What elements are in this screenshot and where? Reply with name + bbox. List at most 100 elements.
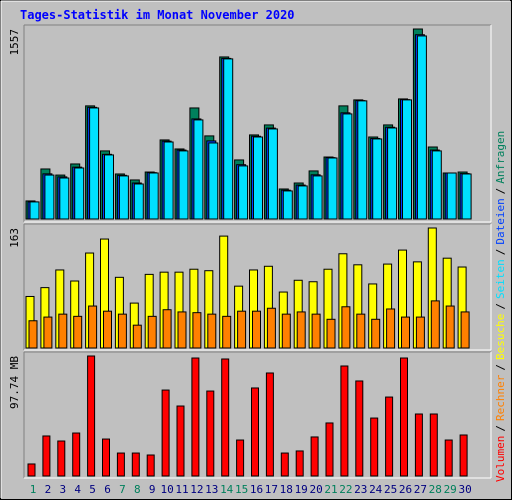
legend-entry: Seiten xyxy=(494,259,507,299)
bar xyxy=(103,310,112,349)
bar xyxy=(161,389,170,477)
x-tick-label: 23 xyxy=(354,483,367,496)
legend: Volumen / Rechner / Besuche / Seiten / Dateien / A… xyxy=(494,131,507,482)
bar xyxy=(297,185,308,220)
bar xyxy=(87,355,96,477)
x-tick-label: 21 xyxy=(324,483,337,496)
bar xyxy=(282,190,293,220)
bar xyxy=(446,172,457,220)
x-tick-label: 7 xyxy=(119,483,126,496)
bar xyxy=(386,308,396,349)
bar xyxy=(191,357,200,477)
x-tick-label: 22 xyxy=(339,483,352,496)
bar xyxy=(43,316,53,349)
x-tick-label: 13 xyxy=(205,483,218,496)
x-tick-label: 1 xyxy=(30,483,37,496)
bar xyxy=(310,436,319,477)
bar xyxy=(251,387,259,477)
x-tick-label: 5 xyxy=(89,483,96,496)
bar xyxy=(400,357,408,477)
x-tick-label: 12 xyxy=(190,483,203,496)
bar xyxy=(280,452,289,477)
bar xyxy=(147,315,157,349)
legend-separator: / xyxy=(494,425,507,432)
bar xyxy=(445,305,455,349)
x-tick-label: 6 xyxy=(104,483,111,496)
legend-entry: Rechner xyxy=(494,374,507,421)
bar xyxy=(356,313,366,349)
x-tick-label: 20 xyxy=(309,483,322,496)
bar xyxy=(117,313,127,349)
x-tick-label: 3 xyxy=(59,483,66,496)
x-tick-label: 15 xyxy=(235,483,248,496)
bar xyxy=(326,318,336,349)
x-tick-label: 14 xyxy=(220,483,234,496)
bar xyxy=(372,138,383,220)
bar xyxy=(89,107,100,220)
x-tick-label: 24 xyxy=(369,483,383,496)
bar xyxy=(208,142,219,220)
bar xyxy=(29,201,40,220)
bar xyxy=(58,313,68,349)
x-tick-label: 30 xyxy=(458,483,471,496)
legend-entry: Besuche xyxy=(494,314,507,360)
bar xyxy=(444,439,453,477)
bar xyxy=(162,309,172,349)
legend-entry: Dateien xyxy=(494,198,507,244)
bar xyxy=(148,172,159,220)
bar xyxy=(102,438,110,477)
bar xyxy=(460,311,470,349)
bar xyxy=(357,100,368,220)
bar xyxy=(88,305,98,349)
x-tick-label: 4 xyxy=(74,483,81,496)
x-tick-label: 8 xyxy=(134,483,141,496)
bar xyxy=(327,157,338,220)
bar xyxy=(430,300,440,349)
bar xyxy=(104,154,114,220)
bar xyxy=(176,405,185,477)
bar xyxy=(42,435,51,477)
bar xyxy=(221,358,230,477)
bar xyxy=(385,396,394,477)
x-tick-label: 29 xyxy=(444,483,457,496)
bar xyxy=(72,432,81,477)
bar xyxy=(266,307,276,349)
x-tick-label: 19 xyxy=(295,483,308,496)
bar xyxy=(296,311,306,349)
y-tick-label: 97.74 MB xyxy=(8,356,21,409)
legend-separator: / xyxy=(494,249,507,256)
bar xyxy=(206,390,215,477)
bar xyxy=(416,35,427,220)
bar xyxy=(402,99,412,220)
y-tick-label: 1557 xyxy=(8,29,21,56)
bar xyxy=(132,324,142,349)
chart-title: Tages-Statistik im Monat November 2020 xyxy=(20,8,295,22)
bar xyxy=(253,136,263,220)
x-tick-label: 10 xyxy=(160,483,173,496)
legend-separator: / xyxy=(494,188,507,195)
x-tick-label: 25 xyxy=(384,483,397,496)
bar xyxy=(177,311,187,349)
bar xyxy=(459,434,468,477)
bar xyxy=(118,175,129,220)
x-tick-label: 11 xyxy=(175,483,188,496)
bar xyxy=(341,306,351,349)
bar xyxy=(461,173,472,220)
bar xyxy=(57,440,66,477)
bar xyxy=(295,450,304,477)
bar xyxy=(44,174,55,220)
bar xyxy=(252,310,261,349)
bar xyxy=(370,417,379,477)
bar xyxy=(27,463,36,477)
legend-separator: / xyxy=(494,364,507,371)
x-tick-label: 27 xyxy=(414,483,427,496)
bar xyxy=(131,452,140,477)
bar xyxy=(238,165,249,220)
bar xyxy=(223,58,234,220)
bar xyxy=(207,313,217,349)
bar xyxy=(28,320,38,349)
bar xyxy=(431,150,442,220)
bar xyxy=(237,310,247,349)
bar xyxy=(236,439,245,477)
x-tick-label: 28 xyxy=(429,483,442,496)
